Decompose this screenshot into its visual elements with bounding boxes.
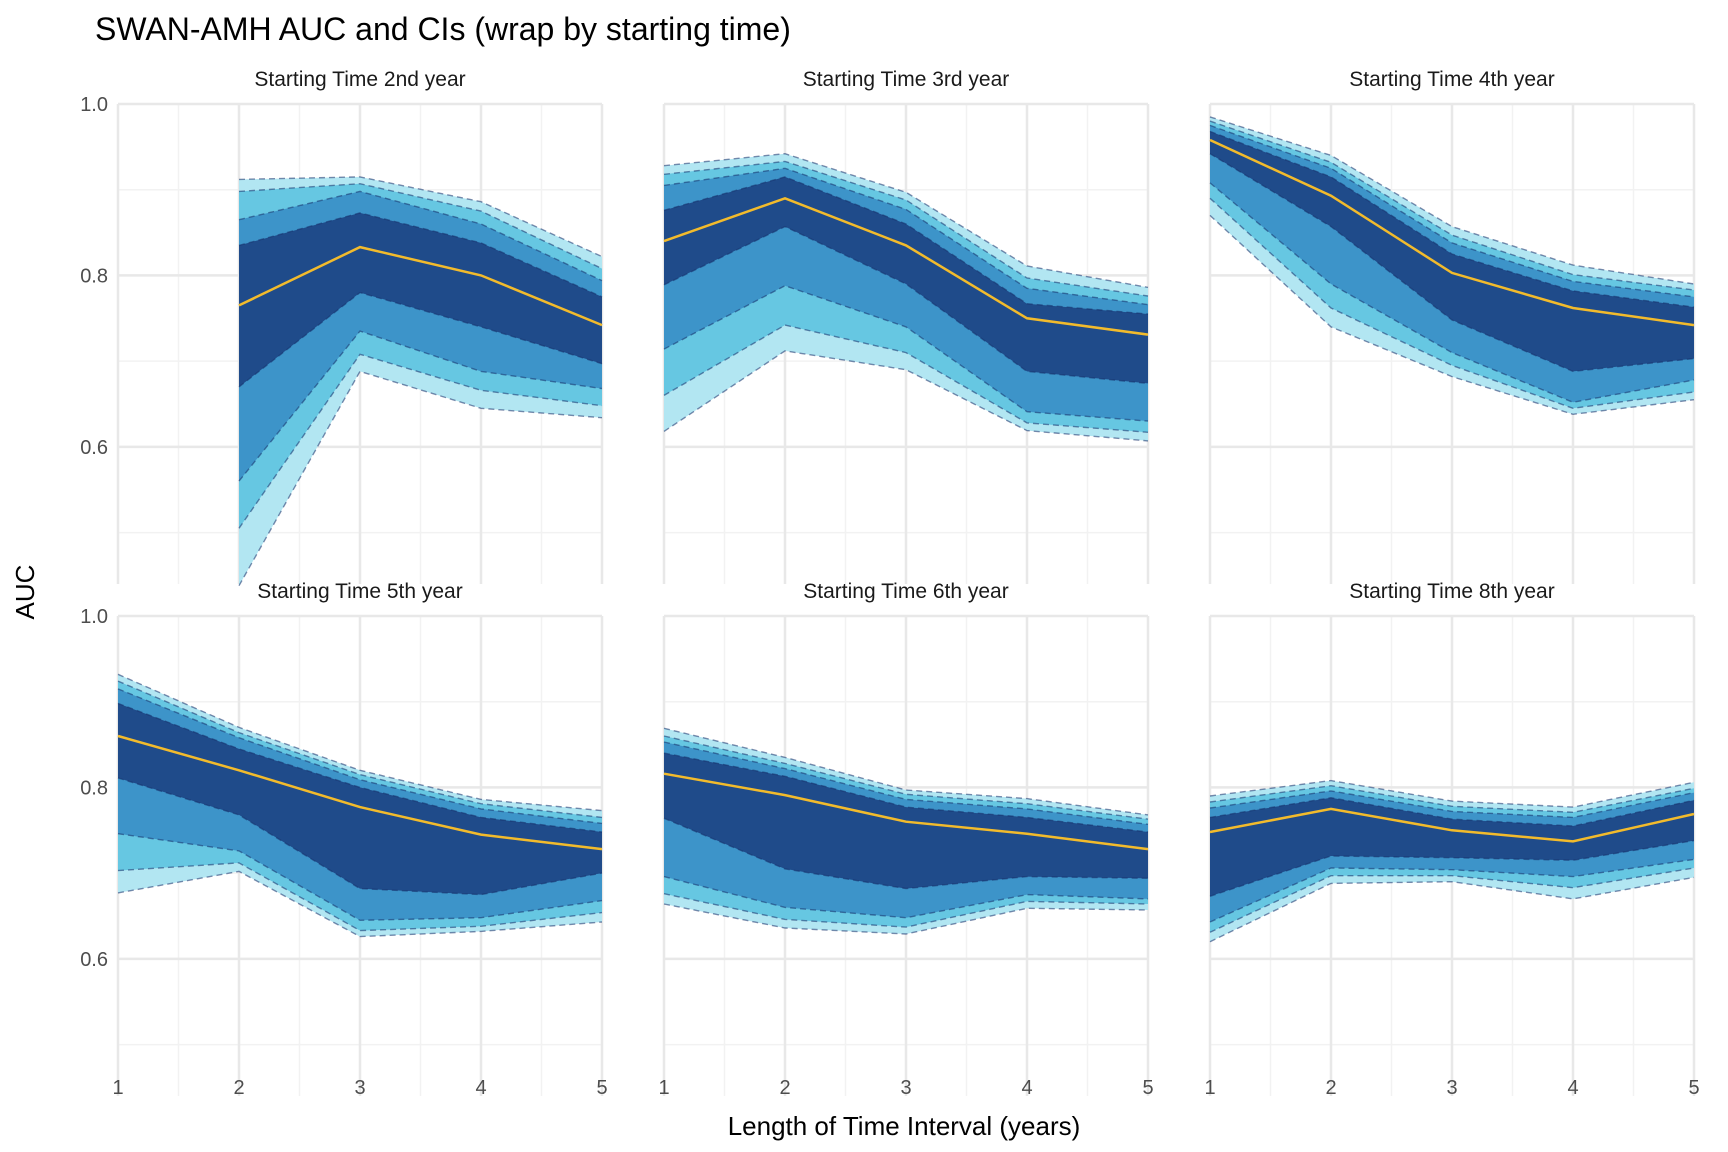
ci-band-80 — [1210, 131, 1694, 372]
ci-band-upper-edge — [117, 673, 603, 812]
x-tick-label: 2 — [1325, 1077, 1336, 1099]
facet-strip-label: Starting Time 8th year — [1349, 580, 1554, 603]
ci-band-lower-edge — [1209, 839, 1695, 897]
facet-strip-label: Starting Time 2nd year — [254, 68, 465, 91]
ci-band-lower-edge — [117, 833, 603, 922]
ci-band-upper-edge — [238, 182, 603, 270]
auc-estimate-line — [238, 245, 603, 327]
facet-strip-label: Starting Time 6th year — [803, 580, 1008, 603]
y-tick-label: 0.6 — [80, 437, 108, 459]
x-tick-label: 3 — [354, 1077, 365, 1099]
x-tick-label: 4 — [1567, 1077, 1578, 1099]
ci-band-upper-edge — [1209, 124, 1695, 298]
ci-band-lower-edge — [663, 324, 1149, 433]
x-tick-label: 1 — [112, 1077, 123, 1099]
facet-strip-label: Starting Time 3rd year — [803, 68, 1010, 91]
ci-band-lower-edge — [663, 817, 1149, 890]
x-tick-label: 1 — [1204, 1077, 1215, 1099]
ci-band-upper-edge — [1209, 130, 1695, 308]
ci-band-80 — [118, 703, 602, 895]
ci-band-upper-edge — [663, 735, 1149, 820]
ci-band-lower-edge — [238, 370, 603, 587]
ci-band-upper-edge — [663, 160, 1149, 297]
ci-band-upper-edge — [663, 152, 1149, 289]
ci-band-upper-edge — [663, 741, 1149, 825]
x-tick-label: 5 — [596, 1077, 607, 1099]
ci-band-upper-edge — [663, 752, 1149, 833]
ci-band-lower-edge — [1209, 214, 1695, 416]
ci-band-lower-edge — [1209, 153, 1695, 373]
ci-band-upper-edge — [117, 688, 603, 825]
ci-band-upper-edge — [663, 727, 1149, 816]
x-tick-label: 2 — [779, 1077, 790, 1099]
x-tick-label: 5 — [1142, 1077, 1153, 1099]
x-tick-label: 3 — [1446, 1077, 1457, 1099]
ci-band-lower-edge — [1209, 876, 1695, 943]
y-axis-title: AUC — [10, 565, 40, 620]
facet-panel: Starting Time 6th year 1 2 3 4 5 — [658, 580, 1153, 1099]
facet-strip-label: Starting Time 4th year — [1349, 68, 1554, 91]
y-tick-label: 0.6 — [80, 949, 108, 971]
x-axis-title: Length of Time Interval (years) — [728, 1111, 1081, 1141]
x-tick-label: 3 — [900, 1077, 911, 1099]
facet-panel: Starting Time 4th year — [1208, 68, 1696, 584]
auc-estimate-line — [663, 196, 1149, 336]
facet-panels: Starting Time 2nd year0.60.81.0Starting … — [80, 68, 1699, 1099]
ci-band-lower-edge — [663, 903, 1149, 935]
ci-band-lower-edge — [1209, 858, 1695, 923]
ci-band-upper-edge — [663, 167, 1149, 306]
facet-panel: Starting Time 3rd year — [662, 68, 1150, 584]
ci-band-lower-edge — [117, 777, 603, 896]
auc-estimate-line — [1209, 807, 1695, 843]
auc-estimate-line — [663, 772, 1149, 851]
ci-band-lower-edge — [238, 353, 603, 529]
y-tick-label: 1.0 — [80, 606, 108, 628]
ci-band-lower-edge — [117, 870, 603, 938]
ci-band-lower-edge — [663, 875, 1149, 919]
ci-band-lower-edge — [663, 284, 1149, 422]
x-tick-label: 1 — [658, 1077, 669, 1099]
ci-band-upper-edge — [238, 212, 603, 298]
ci-band-80 — [1210, 797, 1694, 897]
ci-band-upper-edge — [238, 176, 603, 258]
ci-band-lower-edge — [238, 330, 603, 482]
ci-band-upper-edge — [663, 176, 1149, 315]
ci-band-upper-edge — [1209, 120, 1695, 291]
ci-band-lower-edge — [117, 862, 603, 932]
facet-panel: Starting Time 5th year 0.6 0.8 1.0 1 2 3 4 5 — [80, 580, 607, 1099]
x-tick-label: 5 — [1688, 1077, 1699, 1099]
ci-band-lower-edge — [663, 893, 1149, 928]
ci-band-lower-edge — [238, 291, 603, 388]
ci-band-upper-edge — [117, 680, 603, 819]
ci-band-lower-edge — [663, 350, 1149, 442]
facet-panel: Starting Time 8th year 1 2 3 4 5 — [1204, 580, 1699, 1099]
facet-strip-label: Starting Time 5th year — [257, 580, 462, 603]
x-tick-label: 4 — [475, 1077, 486, 1099]
y-tick-label: 0.8 — [80, 265, 108, 287]
y-tick-label: 0.8 — [80, 777, 108, 799]
ci-band-upper-edge — [117, 702, 603, 833]
ci-band-upper-edge — [238, 190, 603, 282]
x-tick-label: 2 — [233, 1077, 244, 1099]
ci-band-upper-edge — [1209, 796, 1695, 827]
ci-band-upper-edge — [1209, 779, 1695, 808]
y-tick-label: 1.0 — [80, 94, 108, 116]
ci-band-upper-edge — [1209, 116, 1695, 285]
auc-estimate-line — [117, 734, 603, 851]
ci-band-lower-edge — [1209, 182, 1695, 404]
ci-band-upper-edge — [1209, 790, 1695, 819]
ci-band-upper-edge — [1209, 784, 1695, 814]
ci-band-80 — [664, 176, 1148, 384]
chart-title: SWAN-AMH AUC and CIs (wrap by starting t… — [95, 11, 791, 47]
facet-panel: Starting Time 2nd year 0.6 0.8 1.0 — [80, 68, 604, 587]
auc-estimate-line — [1209, 138, 1695, 327]
x-tick-label: 4 — [1021, 1077, 1032, 1099]
ci-band-lower-edge — [1209, 867, 1695, 933]
